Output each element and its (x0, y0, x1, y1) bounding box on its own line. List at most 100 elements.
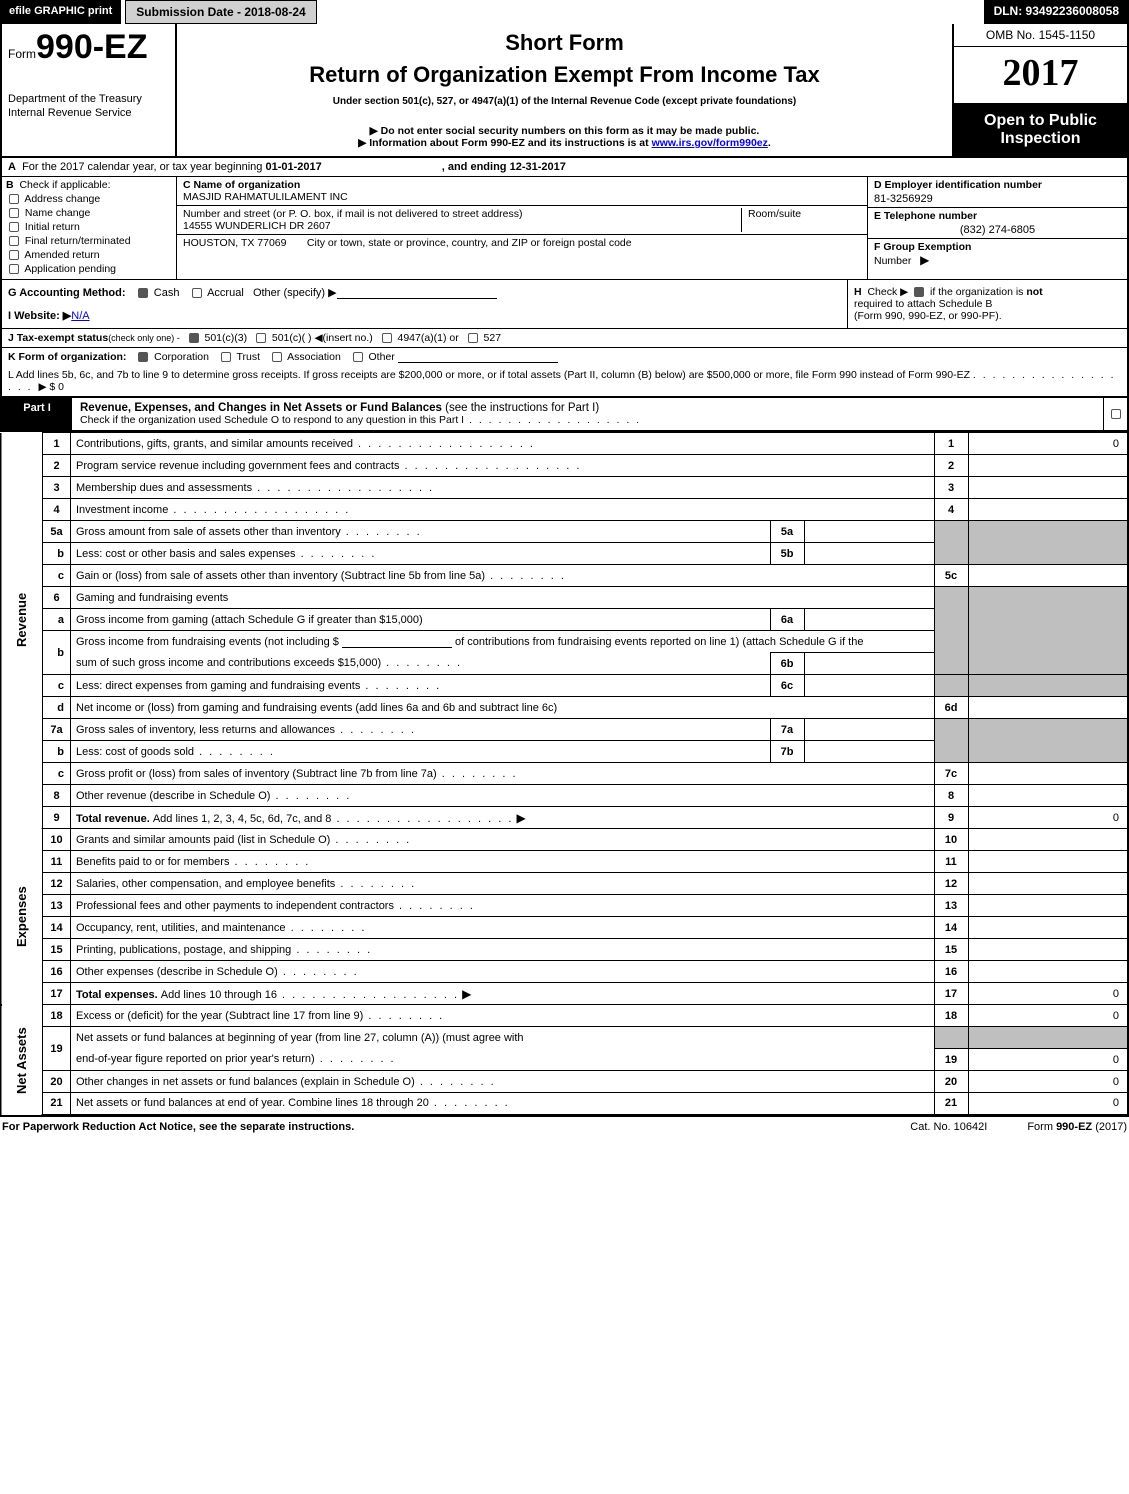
dots (464, 414, 641, 426)
desc-2: Program service revenue including govern… (76, 460, 399, 472)
submission-date: Submission Date - 2018-08-24 (125, 0, 316, 24)
checkbox-corporation[interactable] (138, 352, 148, 362)
dept-irs: Internal Revenue Service (8, 106, 169, 120)
desc-8: Other revenue (describe in Schedule O) (76, 790, 270, 802)
shade-6cv (968, 675, 1128, 697)
rval-14 (968, 917, 1128, 939)
ln-18: 18 (43, 1005, 71, 1027)
checkbox-final-return[interactable] (9, 236, 19, 246)
opt-527: 527 (484, 332, 502, 344)
desc-6d: Net income or (loss) from gaming and fun… (71, 697, 935, 719)
ln-17: 17 (43, 983, 71, 1005)
opt-address-change: Address change (24, 193, 100, 205)
checkbox-501c[interactable] (256, 333, 266, 343)
row-a-begin: 01-01-2017 (265, 161, 321, 173)
section-def: D Employer identification number 81-3256… (867, 177, 1127, 279)
room-suite-label: Room/suite (741, 208, 861, 232)
minival-6b (804, 653, 934, 675)
desc-10: Grants and similar amounts paid (list in… (76, 834, 330, 846)
irs-link[interactable]: www.irs.gov/form990ez (652, 137, 768, 149)
website-link[interactable]: N/A (71, 310, 89, 322)
opt-501c3: 501(c)(3) (204, 332, 247, 344)
fundraising-amount-input[interactable] (342, 636, 452, 648)
ln-15: 15 (43, 939, 71, 961)
desc-5b: Less: cost or other basis and sales expe… (76, 548, 296, 560)
desc-20: Other changes in net assets or fund bala… (76, 1076, 415, 1088)
checkbox-amended-return[interactable] (9, 250, 19, 260)
b-title: Check if applicable: (19, 179, 110, 191)
shade-7 (934, 719, 968, 763)
rval-13 (968, 895, 1128, 917)
checkbox-initial-return[interactable] (9, 222, 19, 232)
dots (296, 548, 377, 560)
desc-7a: Gross sales of inventory, less returns a… (76, 724, 335, 736)
section-h: H Check ▶ if the organization is not req… (847, 280, 1127, 328)
checkbox-trust[interactable] (221, 352, 231, 362)
dots (335, 878, 416, 890)
desc-15: Printing, publications, postage, and shi… (76, 944, 291, 956)
checkbox-501c3[interactable] (189, 333, 199, 343)
checkbox-4947[interactable] (382, 333, 392, 343)
dots (399, 460, 581, 472)
checkbox-accrual[interactable] (192, 288, 202, 298)
ln-5b: b (43, 543, 71, 565)
checkbox-address-change[interactable] (9, 194, 19, 204)
org-name: MASJID RAHMATULILAMENT INC (183, 191, 348, 203)
rln-2: 2 (934, 455, 968, 477)
other-specify-input[interactable] (337, 287, 497, 299)
checkbox-cash[interactable] (138, 288, 148, 298)
arrow-icon: ▶ (516, 811, 525, 825)
rval-4 (968, 499, 1128, 521)
opt-association: Association (287, 351, 341, 363)
city-label: City or town, state or province, country… (307, 237, 632, 249)
checkbox-other-org[interactable] (353, 352, 363, 362)
f-label2: Number (874, 255, 911, 267)
dots (429, 1097, 510, 1109)
desc-18: Excess or (deficit) for the year (Subtra… (76, 1010, 363, 1022)
g-label: G Accounting Method: (8, 287, 126, 299)
ln-19: 19 (43, 1027, 71, 1071)
rval-17: 0 (968, 983, 1128, 1005)
desc-7c: Gross profit or (loss) from sales of inv… (76, 768, 437, 780)
other-org-input[interactable] (398, 351, 558, 363)
checkbox-association[interactable] (272, 352, 282, 362)
title-short-form: Short Form (187, 30, 942, 56)
dots (353, 438, 535, 450)
dots (194, 746, 275, 758)
checkbox-application-pending[interactable] (9, 264, 19, 274)
rln-7c: 7c (934, 763, 968, 785)
efile-print-button[interactable]: efile GRAPHIC print (0, 0, 121, 24)
opt-initial-return: Initial return (25, 221, 80, 233)
rval-16 (968, 961, 1128, 983)
ln-21: 21 (43, 1093, 71, 1115)
open-public-1: Open to Public (958, 112, 1123, 130)
h-txt2: required to attach Schedule B (854, 298, 992, 310)
shade-5 (934, 521, 968, 565)
part-i-header: Part I Revenue, Expenses, and Changes in… (0, 398, 1129, 432)
dots (360, 680, 441, 692)
arrow-icon: ▶ (370, 125, 381, 137)
vlabel-expenses: Expenses (1, 829, 43, 1005)
arrow-icon: ▶ (462, 987, 471, 1001)
row-l: L Add lines 5b, 6c, and 7b to line 9 to … (0, 366, 1129, 398)
desc-6b-pre: Gross income from fundraising events (no… (76, 636, 342, 648)
ln-6b: b (43, 631, 71, 675)
vlabel-net-assets: Net Assets (1, 1005, 43, 1115)
rln-12: 12 (934, 873, 968, 895)
rval-2 (968, 455, 1128, 477)
section-b: B Check if applicable: Address change Na… (2, 177, 177, 279)
mini-7a: 7a (770, 719, 804, 741)
desc-1: Contributions, gifts, grants, and simila… (76, 438, 353, 450)
desc-13: Professional fees and other payments to … (76, 900, 394, 912)
desc-6: Gaming and fundraising events (71, 587, 935, 609)
checkbox-527[interactable] (468, 333, 478, 343)
checkbox-h[interactable] (914, 287, 924, 297)
checkbox-name-change[interactable] (9, 208, 19, 218)
mini-5a: 5a (770, 521, 804, 543)
opt-cash: Cash (154, 287, 180, 299)
row-k: K Form of organization: Corporation Trus… (0, 348, 1129, 366)
ln-6d: d (43, 697, 71, 719)
dots (330, 834, 411, 846)
checkbox-schedule-o[interactable] (1111, 409, 1121, 419)
city-value: HOUSTON, TX 77069 (183, 237, 287, 249)
